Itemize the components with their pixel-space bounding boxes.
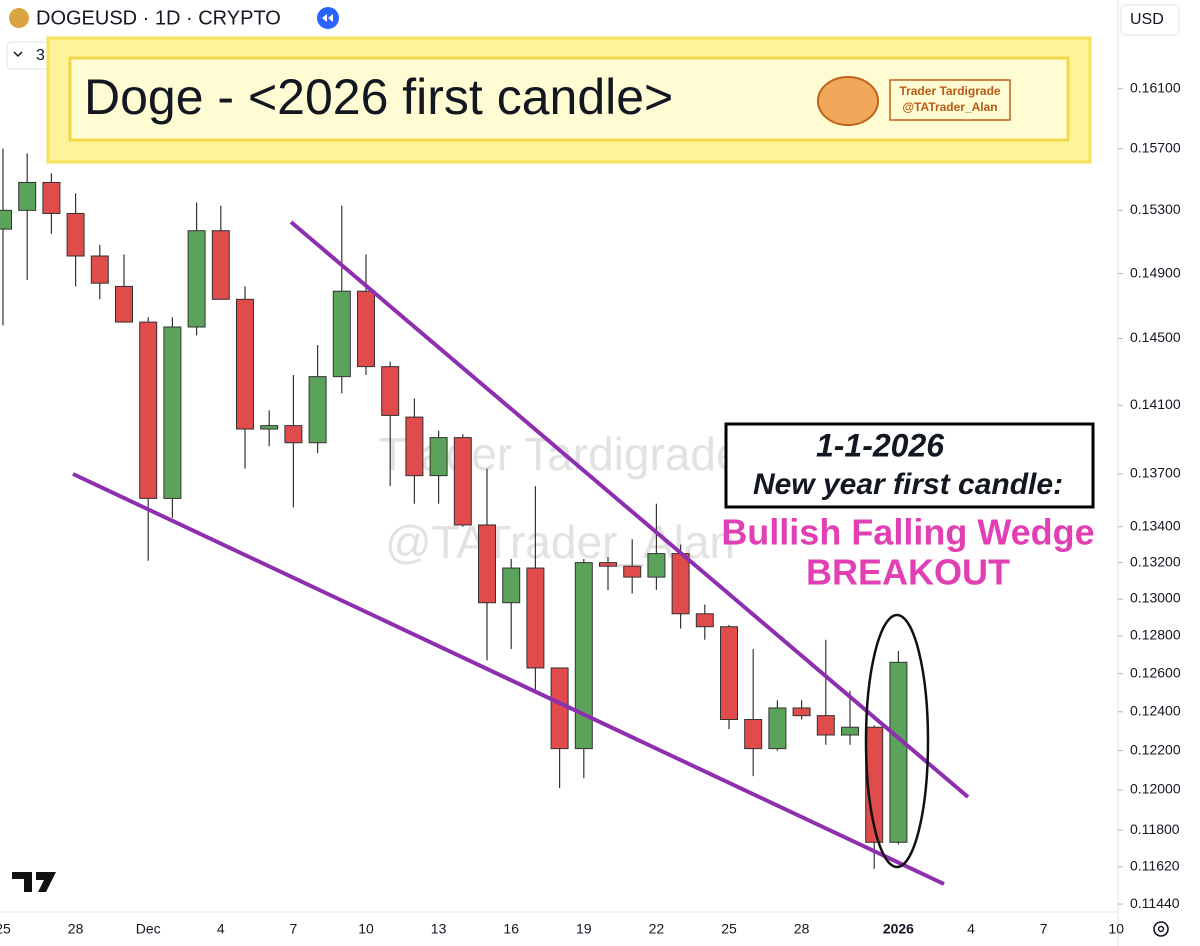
annotation-date: 1-1-2026 [816,427,944,463]
candle-body [139,321,158,499]
candle-body [18,181,37,211]
candle-body [599,562,617,567]
candle-body [695,613,714,628]
candle-body [163,326,182,499]
candle-body [0,209,12,230]
y-tick-label: 0.12000 [1130,781,1181,797]
indicator-toggle[interactable] [6,41,54,70]
candle-body [744,718,763,750]
y-tick-label: 0.15300 [1130,201,1181,217]
currency: USD [1130,11,1164,28]
settings-icon-core [1157,925,1165,933]
y-tick-label: 0.14900 [1130,264,1181,280]
banner-title: Doge - <2026 first candle> [84,69,673,125]
x-tick-label: 13 [431,921,447,937]
lower-trendline [72,472,945,886]
settings-icon[interactable] [1153,921,1169,937]
candle-body [308,376,327,444]
x-tick-label: 2026 [883,921,914,937]
x-tick-label: 22 [649,921,665,937]
candle-body [381,366,400,416]
candle-body [66,212,85,257]
y-tick-label: 0.12800 [1130,627,1181,643]
y-tick-label: 0.13200 [1130,553,1181,569]
badge-text: @TATrader_Alan [902,100,997,114]
currency-button[interactable] [1120,4,1180,36]
y-tick-label: 0.12600 [1130,664,1181,680]
y-tick-label: 0.11620 [1130,858,1180,874]
x-tick-label: 25 [721,921,737,937]
y-tick-label: 0.11440 [1130,895,1180,911]
y-tick-label: 0.14500 [1130,329,1181,345]
candle-body [792,707,811,717]
x-tick-label: 7 [290,921,298,937]
candle-body [284,425,303,444]
replay-glyph [322,14,333,22]
x-tick-label: 4 [217,921,225,937]
candle-body [429,437,448,477]
candle-body [478,524,496,604]
candles [0,148,908,869]
candle-body [816,715,835,736]
x-tick-label: 16 [503,921,519,937]
badge-box [889,79,1011,121]
annotation-highlight: Bullish Falling Wedge [721,512,1094,553]
candle-body [236,298,254,430]
candle-body [574,562,593,750]
annotation-text: New year first candle: [753,468,1063,501]
chevron [13,51,23,58]
y-tick-label: 0.15700 [1130,139,1181,155]
candle-body [720,626,738,720]
indicator-count: 3 [36,47,45,64]
candle-body [526,567,545,669]
candle-body [187,230,206,328]
candle-body [332,290,351,378]
candle-body [502,567,521,604]
y-tick-label: 0.13700 [1130,465,1181,481]
x-tick-label: 19 [576,921,592,937]
y-tick-label: 0.13000 [1130,590,1181,606]
y-tick-label: 0.14100 [1130,396,1181,412]
candle-body [453,437,472,526]
annotation-box [724,422,1095,509]
tv-logo [12,872,56,892]
y-tick-label: 0.16100 [1130,79,1181,95]
x-tick-label: 28 [794,921,810,937]
y-tick-label: 0.11800 [1130,821,1180,837]
candle-body [115,285,133,323]
symbol: DOGEUSD · 1D · CRYPTO [36,7,281,29]
candle-body [260,425,279,430]
badge-logo [817,76,879,126]
candle-body [357,290,375,368]
candle-body [865,726,884,843]
x-tick-label: 7 [1040,921,1048,937]
candle-body [211,230,230,300]
x-tick-label: 25 [0,921,11,937]
x-tick-label: Dec [136,921,161,937]
candle-body [889,661,908,843]
x-tick-label: 10 [1108,921,1124,937]
y-tick-label: 0.13400 [1130,517,1181,533]
candle-body [42,181,61,214]
y-tick-label: 0.12400 [1130,702,1181,718]
upper-trendline [289,220,970,799]
highlight-ellipse [864,613,930,869]
candle-body [841,726,859,736]
candle-body [90,255,109,284]
candle-body [405,416,424,477]
candle-body [768,707,787,750]
annotation-highlight: BREAKOUT [806,552,1010,593]
x-tick-label: 28 [68,921,84,937]
candle-body [671,553,690,615]
y-tick-label: 0.12200 [1130,741,1181,757]
candle-body [550,667,569,750]
x-tick-label: 4 [967,921,975,937]
candle-body [623,565,642,578]
badge: Trader Tardigrade @TATrader_Alan [817,76,1011,126]
candle-body [647,553,666,578]
badge-text: Trader Tardigrade [899,84,1000,98]
x-tick-label: 10 [358,921,374,937]
symbol-icon [9,8,29,28]
